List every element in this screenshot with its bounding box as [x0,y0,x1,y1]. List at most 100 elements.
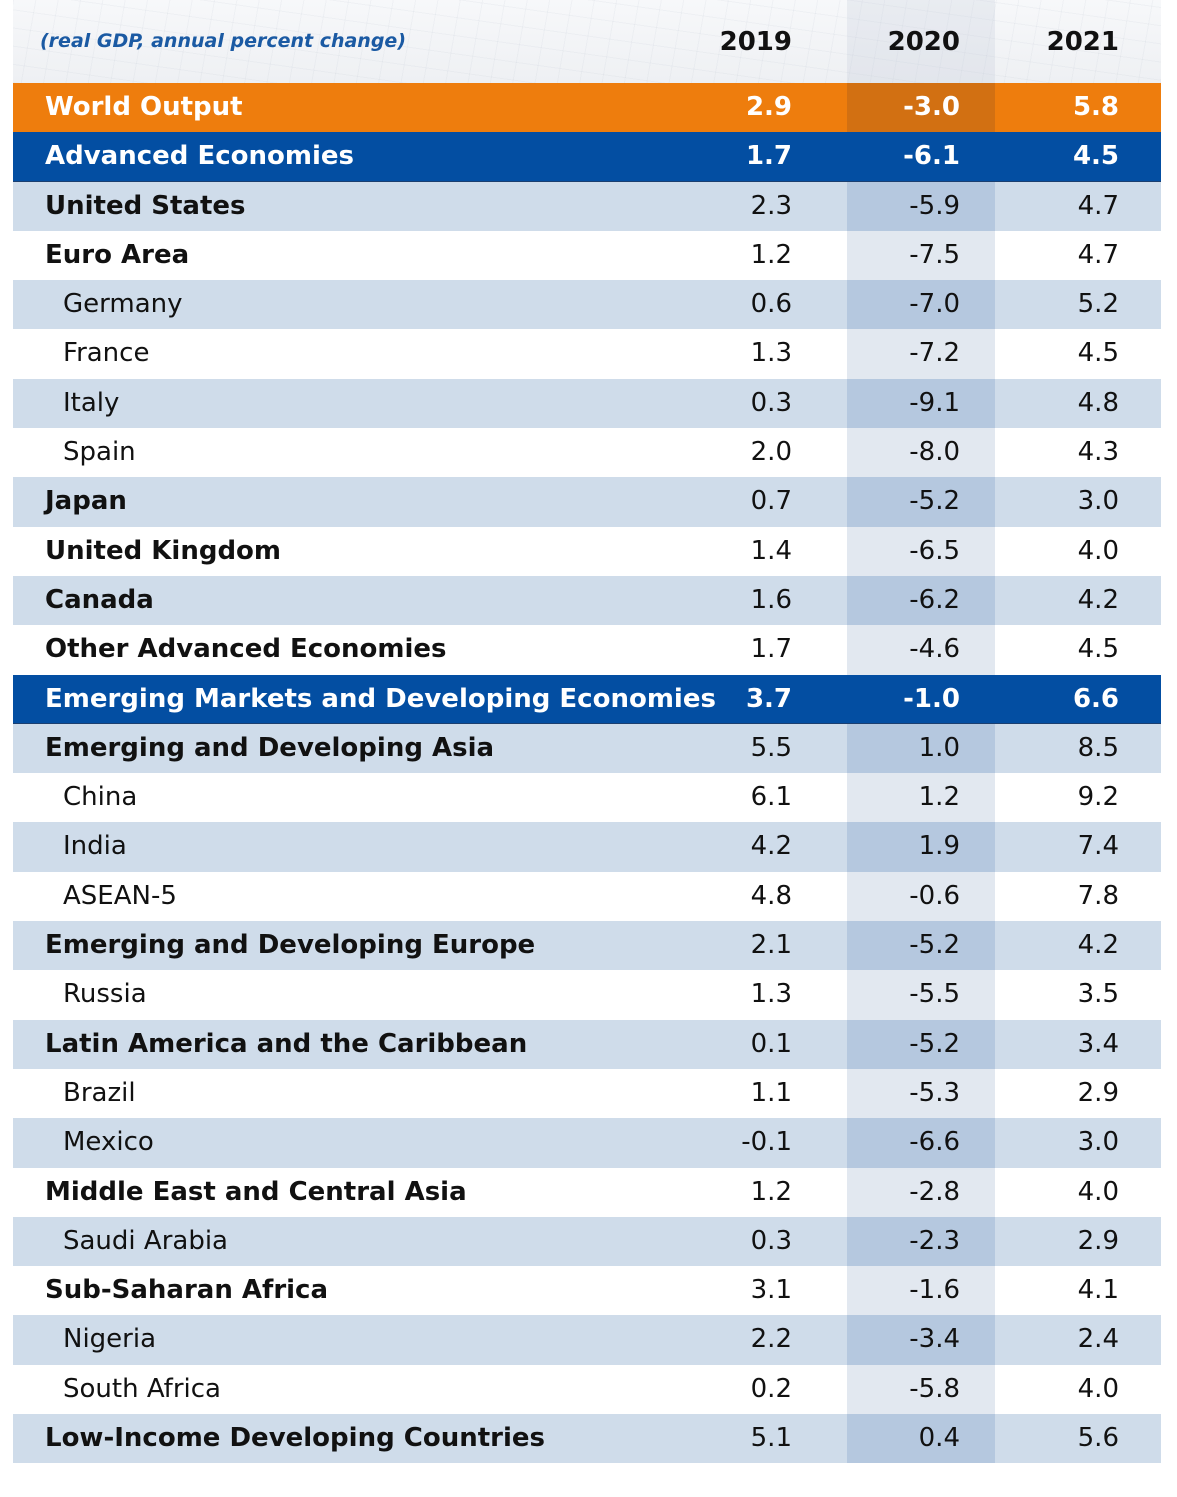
value-cell-2020: -5.2 [909,1028,960,1059]
value-cell-2020: -6.1 [903,141,960,172]
row-label: India [63,831,127,862]
column-2020-cell-background [847,1315,995,1365]
value-cell-2020: -2.8 [909,1176,960,1207]
value-cell-2020: -2.3 [909,1225,960,1256]
column-2020-cell-background [847,575,995,626]
table-row: Brazil 1.1 -5.3 2.9 [13,1068,1161,1119]
value-cell-2020: -3.0 [903,92,960,122]
value-cell-2021: 5.2 [1077,289,1119,320]
value-cell-2021: 4.7 [1077,190,1119,221]
row-label: Brazil [63,1077,136,1108]
value-cell-2019: 2.0 [750,437,792,468]
value-cell-2021: 8.5 [1077,732,1119,763]
column-2020-cell-background [847,970,995,1020]
column-2020-cell-background [847,181,995,231]
row-label: Mexico [63,1127,154,1158]
table-row: United Kingdom 1.4 -6.5 4.0 [13,526,1161,576]
table-row: India 4.2 1.9 7.4 [13,822,1161,872]
column-2020-cell-background [847,1266,995,1316]
column-2020-cell-background [847,723,995,774]
value-cell-2019: 3.1 [750,1275,792,1306]
table-row: Other Advanced Economies 1.7 -4.6 4.5 [13,625,1161,675]
value-cell-2021: 4.5 [1072,141,1119,172]
value-cell-2021: 4.2 [1077,930,1119,961]
row-label: Canada [45,584,154,615]
row-label: France [63,338,150,369]
table-row: South Africa 0.2 -5.8 4.0 [13,1364,1161,1415]
value-cell-2020: -9.1 [909,387,960,418]
value-cell-2021: 3.5 [1077,979,1119,1010]
row-label: ASEAN-5 [63,880,177,911]
value-cell-2019: 1.3 [750,338,792,369]
value-cell-2019: 1.3 [750,979,792,1010]
value-cell-2019: 1.2 [750,1176,792,1207]
value-cell-2020: 1.9 [918,831,960,862]
value-cell-2019: 1.6 [750,584,792,615]
value-cell-2021: 3.0 [1077,486,1119,517]
value-cell-2020: -1.0 [903,683,960,714]
row-label: Low-Income Developing Countries [45,1423,545,1454]
table-subtitle: (real GDP, annual percent change) [40,30,407,52]
row-label: Germany [63,289,183,320]
table-row: Sub-Saharan Africa 3.1 -1.6 4.1 [13,1266,1161,1316]
column-2020-cell-background [847,871,995,922]
value-cell-2021: 4.3 [1077,437,1119,468]
value-cell-2021: 6.6 [1072,683,1119,714]
column-2020-cell-background [847,378,995,429]
row-label: United States [45,190,246,221]
table-row: China 6.1 1.2 9.2 [13,773,1161,823]
column-header-2020: 2020 [887,27,960,57]
column-2020-cell-background [847,625,995,675]
gdp-growth-table: (real GDP, annual percent change) 2019 2… [13,0,1161,1464]
value-cell-2020: -7.2 [909,338,960,369]
value-cell-2019: 0.7 [750,486,792,517]
table-row: Canada 1.6 -6.2 4.2 [13,575,1161,626]
table-row: Spain 2.0 -8.0 4.3 [13,428,1161,478]
value-cell-2021: 2.9 [1077,1225,1119,1256]
column-2020-cell-background [847,428,995,478]
row-label: Emerging Markets and Developing Economie… [45,683,716,714]
value-cell-2019: 2.2 [750,1324,792,1355]
row-label: Advanced Economies [45,141,354,172]
table-row: Middle East and Central Asia 1.2 -2.8 4.0 [13,1167,1161,1217]
table-row: Emerging and Developing Europe 2.1 -5.2 4.2 [13,921,1161,971]
value-cell-2019: 2.9 [745,92,792,122]
value-cell-2020: -3.4 [909,1324,960,1355]
value-cell-2019: 4.2 [750,831,792,862]
column-2020-cell-background [847,674,995,723]
value-cell-2021: 3.0 [1077,1127,1119,1158]
value-cell-2020: 0.4 [918,1423,960,1454]
column-2020-cell-background [847,822,995,872]
column-2020-cell-background [847,83,995,133]
column-2020-cell-background [847,477,995,527]
value-cell-2019: 1.1 [750,1077,792,1108]
section-row: Emerging Markets and Developing Economie… [13,674,1161,724]
value-cell-2021: 4.8 [1077,387,1119,418]
value-cell-2019: 2.3 [750,190,792,221]
table-row: Euro Area 1.2 -7.5 4.7 [13,230,1161,281]
value-cell-2019: 1.2 [750,239,792,270]
value-cell-2021: 7.8 [1077,880,1119,911]
column-2020-cell-background [847,280,995,330]
value-cell-2021: 4.2 [1077,584,1119,615]
column-header-2021: 2021 [1046,27,1119,57]
column-2020-cell-background [847,132,995,181]
value-cell-2020: -5.9 [909,190,960,221]
table-row: Germany 0.6 -7.0 5.2 [13,280,1161,330]
value-cell-2020: -5.3 [909,1077,960,1108]
column-2020-cell-background [847,1364,995,1415]
column-2020-cell-background [847,1019,995,1069]
value-cell-2021: 9.2 [1077,782,1119,813]
row-label: Euro Area [45,239,190,270]
section-row: Advanced Economies 1.7 -6.1 4.5 [13,132,1161,182]
value-cell-2021: 2.9 [1077,1077,1119,1108]
value-cell-2019: 0.3 [750,1225,792,1256]
value-cell-2020: -5.2 [909,486,960,517]
value-cell-2021: 5.8 [1072,92,1119,122]
value-cell-2020: -5.5 [909,979,960,1010]
value-cell-2020: -5.2 [909,930,960,961]
row-label: Emerging and Developing Europe [45,930,536,961]
value-cell-2020: -8.0 [909,437,960,468]
value-cell-2019: 2.1 [750,930,792,961]
row-label: United Kingdom [45,535,282,566]
